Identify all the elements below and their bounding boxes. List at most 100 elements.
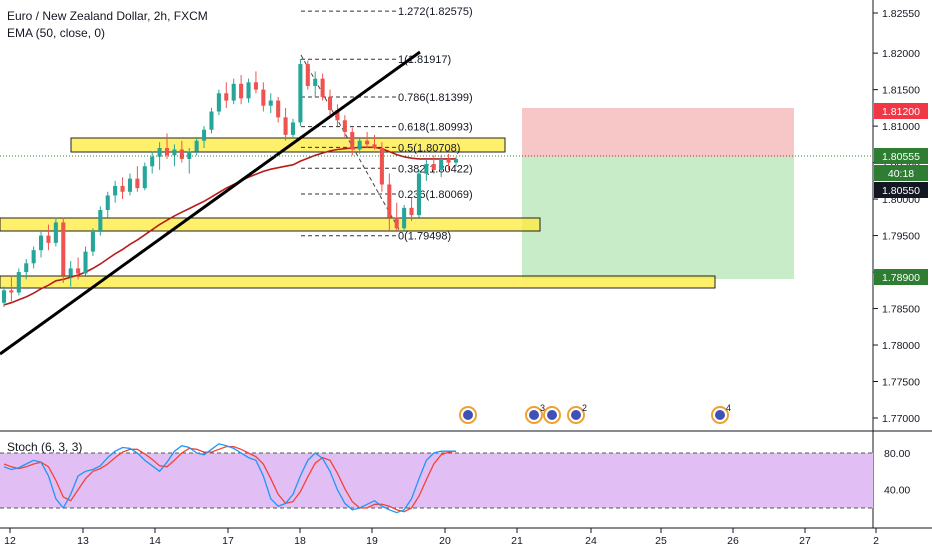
trendline[interactable]: [0, 50, 421, 356]
ema-legend[interactable]: EMA (50, close, 0): [7, 26, 106, 40]
candle-body: [313, 78, 318, 86]
candle-body: [83, 251, 88, 274]
candle-body: [209, 111, 214, 130]
time-axis[interactable]: 12 13 14 17 18 19 20 21 24 25 26 27 2: [4, 528, 879, 547]
time-tick-label: 21: [511, 535, 523, 547]
candle-body: [76, 268, 81, 274]
event-markers[interactable]: 3 2 4: [459, 403, 731, 424]
candle-body: [394, 217, 399, 229]
event-count: 2: [582, 403, 587, 413]
event-count: 4: [726, 403, 731, 413]
stochastic-lines: [3, 443, 457, 514]
event-marker-icon: [547, 410, 557, 420]
candle-body: [342, 120, 347, 132]
fib-level-label: 0.236(1.80069): [398, 189, 473, 201]
candle-body: [335, 110, 340, 121]
support-zone-2[interactable]: [0, 275, 716, 289]
price-tick-label: 1.82000: [882, 48, 920, 60]
candle-body: [387, 184, 392, 218]
candle-body: [431, 164, 436, 170]
candle-body: [379, 148, 384, 185]
time-tick-label: 12: [4, 535, 16, 547]
candle-body: [261, 89, 266, 106]
fib-level-label: 0.786(1.81399): [398, 92, 473, 104]
candle-body: [365, 140, 370, 145]
fib-level-label: 0(1.79498): [398, 231, 451, 243]
candle-body: [202, 129, 207, 141]
stoch-tick-label: 80.00: [884, 448, 910, 460]
stoch-tick-label: 40.00: [884, 485, 910, 497]
candle-body: [113, 185, 118, 196]
candle-body: [127, 178, 133, 192]
candle-body: [9, 290, 14, 293]
event-marker-icon: [529, 410, 539, 420]
price-tick-label: 1.82550: [882, 8, 920, 20]
candle-body: [350, 131, 355, 150]
candle-body: [372, 144, 377, 148]
candle-body: [216, 93, 221, 112]
candle-body: [16, 272, 21, 293]
candle-body: [68, 268, 73, 276]
candle-body: [46, 235, 51, 243]
candle-body: [224, 93, 229, 101]
fibonacci-retracement[interactable]: 1.272(1.82575) 1(1.81917) 0.786(1.81399) 0.…: [301, 6, 473, 243]
support-zone-1[interactable]: [0, 217, 541, 232]
candle-body: [416, 173, 421, 216]
candle-body: [1, 290, 7, 303]
event-marker-icon: [715, 410, 725, 420]
stoch-k-line[interactable]: [3, 443, 456, 514]
time-tick-label: 24: [585, 535, 597, 547]
price-tick-label: 1.81000: [882, 121, 920, 133]
price-badge-label: 1.80550: [882, 185, 920, 197]
event-marker-icon: [463, 410, 473, 420]
candle-body: [439, 158, 444, 170]
take-profit-zone[interactable]: [522, 157, 794, 279]
time-tick-label: 14: [149, 535, 161, 547]
time-tick-label: 25: [655, 535, 667, 547]
stop-loss-zone[interactable]: [522, 108, 794, 157]
stoch-band: [0, 453, 873, 508]
price-tick-label: 1.79500: [882, 231, 920, 243]
price-axis[interactable]: 1.825501.820001.815001.810001.805001.800…: [873, 8, 920, 425]
price-badge: [874, 182, 928, 198]
candle-body: [120, 185, 125, 192]
time-tick-label: 27: [799, 535, 811, 547]
stoch-legend[interactable]: Stoch (6, 3, 3): [7, 440, 83, 454]
candle-body: [39, 235, 44, 251]
price-tick-label: 1.78000: [882, 340, 920, 352]
fib-level-label: 1.272(1.82575): [398, 6, 473, 18]
candle-body: [290, 122, 296, 135]
candle-body: [453, 158, 459, 163]
candle-body: [446, 158, 451, 163]
stoch-axis: 80.00 40.00: [884, 448, 910, 497]
candle-body: [424, 164, 429, 174]
candle-body: [90, 231, 95, 252]
symbol-title[interactable]: Euro / New Zealand Dollar, 2h, FXCM: [7, 9, 208, 23]
candle-body: [53, 222, 58, 243]
time-tick-label: 20: [439, 535, 451, 547]
resistance-zone[interactable]: [70, 137, 506, 153]
candle-body: [105, 195, 110, 211]
fib-level-label: 1(1.81917): [398, 54, 451, 66]
candle-body: [305, 64, 310, 86]
candle-body: [164, 148, 170, 156]
candle-body: [24, 263, 29, 273]
candle-body: [246, 82, 251, 99]
candle-body: [268, 100, 273, 106]
time-tick-label: 13: [77, 535, 89, 547]
candle-body: [142, 166, 147, 189]
price-tick-label: 1.81500: [882, 85, 920, 97]
price-badge-label: 1.78900: [882, 272, 920, 284]
candle-body: [253, 82, 258, 90]
candle-body: [194, 140, 199, 152]
fib-level-label: 0.618(1.80993): [398, 122, 473, 134]
fib-swing-diagonal: [300, 54, 402, 234]
candle-body: [157, 148, 162, 157]
time-tick-label: 26: [727, 535, 739, 547]
candle-body: [402, 207, 407, 229]
time-tick-label: 18: [294, 535, 306, 547]
candle-body: [187, 151, 192, 159]
time-tick-label: 2: [873, 535, 879, 547]
candle-body: [31, 250, 36, 264]
